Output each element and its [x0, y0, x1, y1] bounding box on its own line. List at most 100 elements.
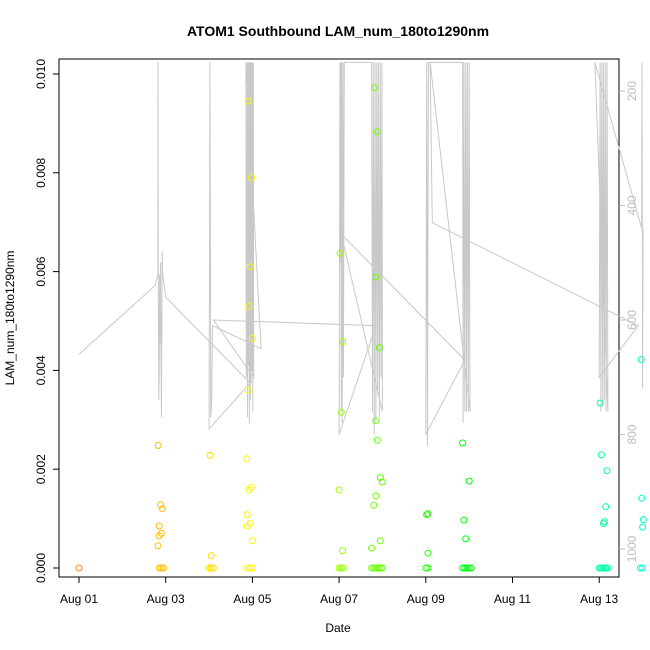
data-point [243, 455, 251, 463]
data-point [604, 564, 612, 572]
data-point [248, 174, 255, 182]
data-point [337, 408, 345, 416]
data-point [339, 547, 347, 555]
data-point [207, 552, 215, 560]
data-point [371, 84, 379, 92]
y-tick-label: 0.006 [34, 256, 48, 286]
data-point [465, 564, 473, 572]
points-series-group [75, 84, 647, 572]
y-tick-label: 0.002 [34, 454, 48, 484]
y-tick-label: 0.000 [34, 553, 48, 583]
data-point [337, 564, 345, 572]
data-point [336, 249, 344, 257]
data-point [638, 494, 646, 502]
x-tick-label: Aug 09 [407, 592, 445, 606]
data-point [467, 564, 475, 572]
data-point [157, 501, 164, 509]
data-point [335, 486, 343, 494]
y2-tick-label: 200 [625, 81, 639, 101]
y2-axis: 200 400 600 800 1000 [619, 81, 639, 562]
data-point [374, 564, 382, 572]
data-point [335, 564, 343, 572]
data-point [603, 467, 611, 475]
data-point [244, 97, 252, 105]
chart-title: ATOM1 Southbound LAM_num_180to1290nm [187, 23, 489, 39]
data-point [155, 564, 163, 572]
data-point [639, 523, 647, 531]
data-point [370, 501, 378, 509]
data-point [597, 451, 605, 459]
data-point [376, 564, 384, 572]
data-point [375, 344, 383, 352]
data-point [248, 484, 255, 491]
x-axis-label: Date [325, 621, 351, 635]
data-point [423, 511, 431, 519]
y2-tick-label: 1000 [625, 535, 639, 562]
data-point [372, 417, 380, 425]
data-point [459, 564, 467, 572]
x-tick-label: Aug 13 [580, 592, 618, 606]
data-point [465, 477, 473, 485]
data-point [245, 302, 253, 310]
data-point [248, 334, 256, 342]
x-tick-label: Aug 11 [494, 592, 531, 606]
data-point [378, 564, 386, 572]
data-point [424, 549, 432, 557]
y-axis: 0.000 0.002 0.004 0.006 0.008 0.010 [34, 59, 59, 583]
y2-tick-label: 400 [625, 195, 639, 215]
data-point [462, 535, 470, 543]
data-point [600, 518, 608, 526]
data-point [154, 442, 162, 449]
data-point [639, 564, 647, 572]
data-point [248, 537, 256, 545]
data-point [378, 478, 386, 486]
data-point [206, 451, 214, 459]
data-point [602, 564, 610, 572]
data-point [246, 564, 254, 572]
data-point [339, 338, 347, 346]
x-tick-label: Aug 05 [233, 592, 271, 606]
data-point [205, 564, 213, 572]
data-point [424, 510, 432, 518]
depth-line [78, 61, 644, 446]
data-point [207, 564, 215, 572]
data-point [243, 564, 251, 572]
data-point [154, 542, 162, 550]
y-tick-label: 0.010 [34, 59, 48, 89]
data-point [636, 564, 644, 572]
data-point [248, 564, 256, 572]
data-point [243, 511, 251, 519]
data-point [160, 564, 167, 572]
data-point [422, 564, 430, 572]
data-point [639, 516, 647, 524]
data-point [596, 399, 604, 407]
data-point [459, 439, 467, 447]
data-point [246, 263, 254, 271]
data-point [368, 544, 376, 552]
x-axis: Aug 01 Aug 03 Aug 05 Aug 07 Aug 09 Aug 11 Aug … [60, 577, 619, 606]
depth-series-group [78, 61, 644, 446]
y-tick-label: 0.004 [34, 355, 48, 385]
data-point [376, 537, 384, 545]
x-tick-label: Aug 03 [147, 592, 185, 606]
data-point [460, 516, 468, 524]
data-point [246, 520, 254, 527]
data-point [372, 492, 380, 500]
data-point [373, 436, 381, 444]
y-tick-label: 0.008 [34, 157, 48, 187]
data-point [602, 503, 610, 511]
data-point [600, 564, 607, 572]
y-axis-label: LAM_num_180to1290nm [3, 251, 17, 386]
data-point [373, 128, 381, 136]
data-point [158, 505, 166, 513]
y2-tick-label: 600 [625, 310, 639, 330]
x-tick-label: Aug 07 [320, 592, 358, 606]
data-point [155, 522, 163, 530]
x-tick-label: Aug 01 [60, 592, 98, 606]
data-point [75, 564, 83, 572]
data-point [463, 564, 471, 572]
data-point [376, 474, 384, 482]
data-point [244, 386, 252, 394]
